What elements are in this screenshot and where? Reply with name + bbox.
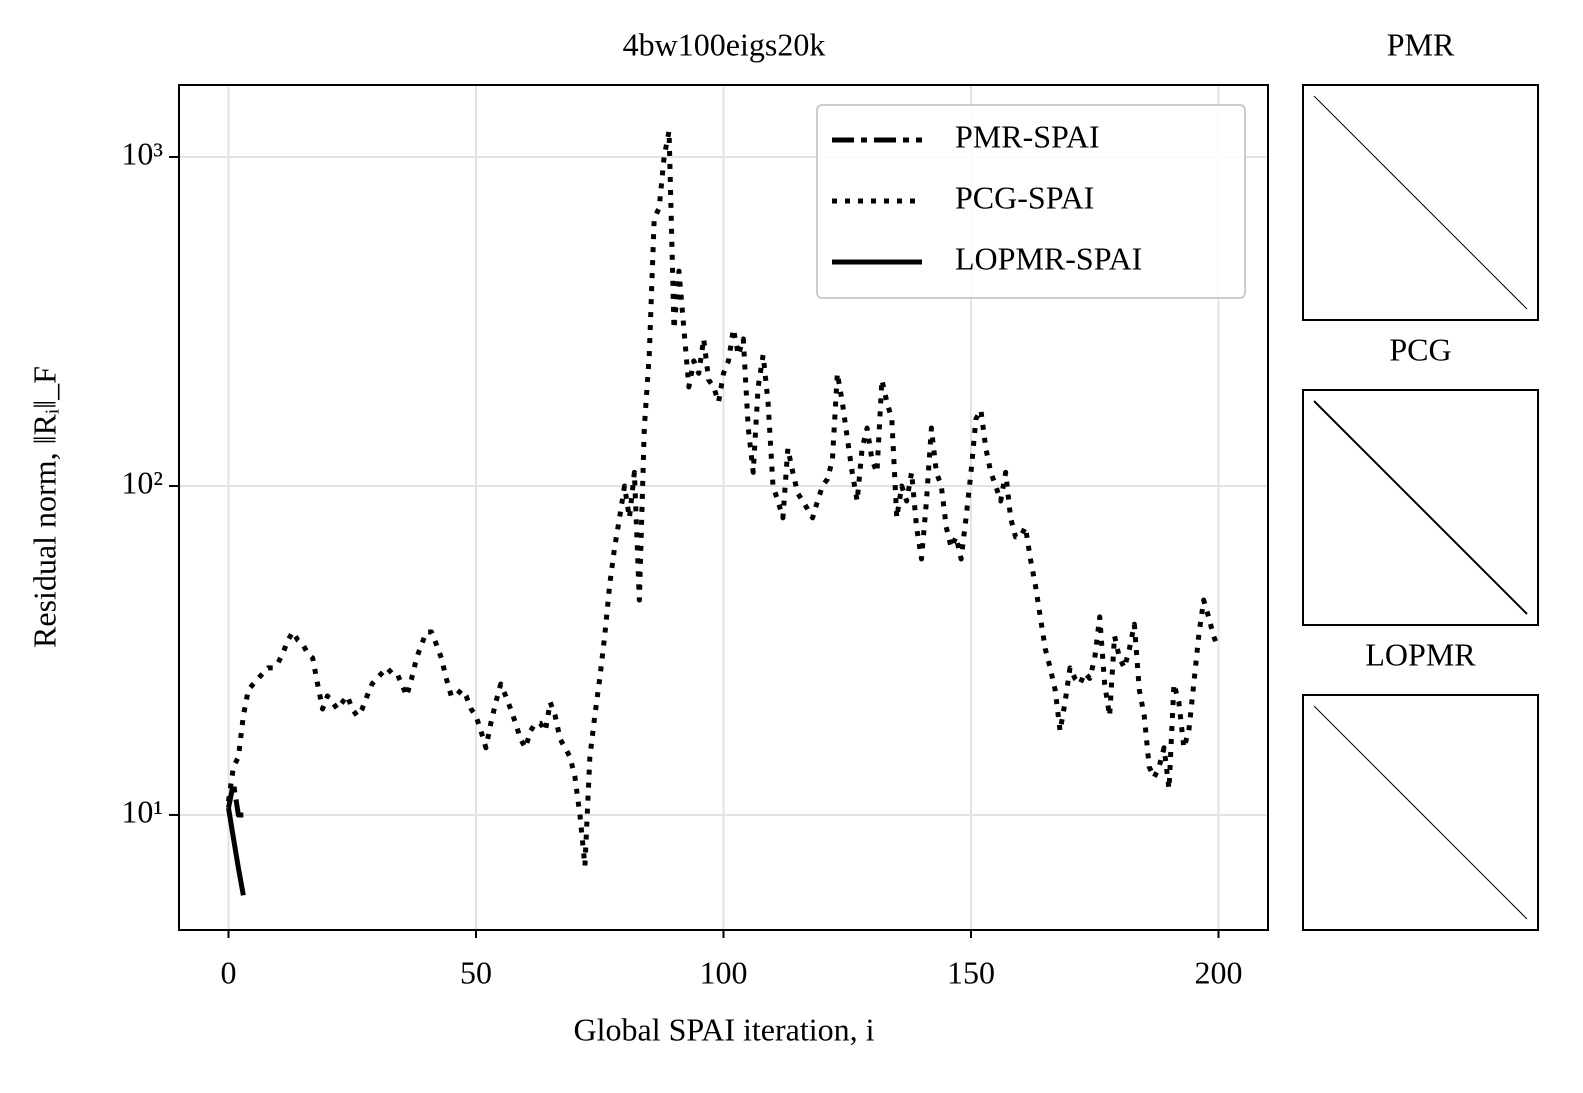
x-tick-label: 50 (460, 954, 492, 990)
y-tick-label: 10¹ (121, 793, 163, 829)
legend-label: PMR-SPAI (955, 118, 1100, 154)
panels: PMR PCG LOPMR (1302, 26, 1539, 931)
chart-title: 4bw100eigs20k (623, 26, 826, 62)
panel-title: LOPMR (1365, 636, 1476, 672)
series-line (226, 128, 1221, 869)
legend: PMR-SPAI PCG-SPAI LOPMR-SPAI (816, 104, 1246, 299)
y-axis-label: Residual norm, ‖Rᵢ‖_F (26, 366, 62, 648)
y-tick-label: 10³ (121, 135, 163, 171)
panel-title: PCG (1389, 331, 1451, 367)
legend-label: LOPMR-SPAI (955, 240, 1142, 276)
sparsity-diagonal (1313, 95, 1528, 310)
panel-title: PMR (1387, 26, 1455, 62)
x-tick-label: 150 (947, 954, 995, 990)
x-axis-label: Global SPAI iteration, i (573, 1011, 874, 1047)
plot-area (226, 128, 1221, 896)
sparsity-diagonal (1313, 400, 1528, 615)
series-line (226, 807, 246, 896)
legend-box (816, 104, 1246, 299)
y-tick-label: 10² (121, 464, 163, 500)
x-tick-label: 200 (1195, 954, 1243, 990)
legend-label: PCG-SPAI (955, 179, 1094, 215)
x-tick-label: 100 (700, 954, 748, 990)
sparsity-diagonal (1313, 705, 1528, 920)
x-tick-label: 0 (221, 954, 237, 990)
series-line (226, 780, 244, 818)
